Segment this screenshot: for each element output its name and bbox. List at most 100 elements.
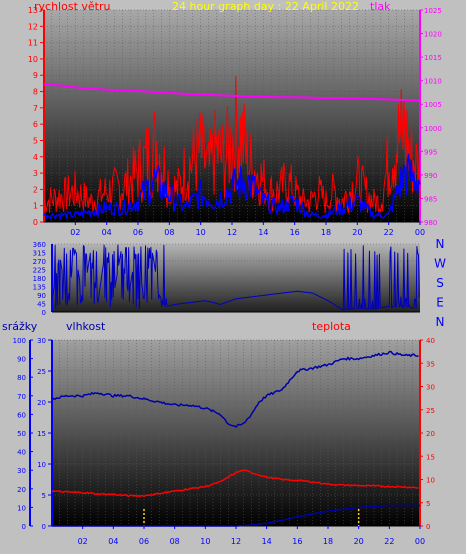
pressure-tick-label: 1025: [424, 7, 442, 15]
rain-tick-label: 0: [22, 523, 26, 531]
rain-tick-label: 40: [17, 449, 26, 457]
wind-tick-label: 1: [33, 202, 38, 211]
wind-title: rychlost větru: [34, 0, 110, 13]
pressure-tick-label: 1005: [424, 101, 442, 109]
humidity-tick-label: 10: [37, 461, 46, 469]
direction-tick-label: 270: [33, 258, 46, 266]
graph-title: 24 hour graph day : 22 April 2022: [172, 0, 359, 13]
rain-title: srážky: [2, 320, 38, 333]
pressure-tick-label: 990: [424, 172, 437, 180]
time-tick-label: 16: [290, 228, 300, 237]
time-tick-label: 00: [415, 228, 425, 237]
pressure-tick-label: 980: [424, 219, 437, 227]
bottom-time-tick-label: 18: [323, 537, 333, 546]
time-tick-label: 12: [227, 228, 237, 237]
time-tick-label: 04: [102, 228, 112, 237]
time-tick-label: 10: [196, 228, 206, 237]
wind-tick-label: 9: [33, 71, 38, 80]
wind-tick-label: 12: [28, 22, 38, 31]
pressure-tick-label: 985: [424, 195, 437, 203]
time-tick-label: 22: [384, 228, 394, 237]
wind-tick-label: 2: [33, 185, 38, 194]
rain-tick-label: 20: [17, 486, 26, 494]
temp-title: teplota: [312, 320, 351, 333]
wind-tick-label: 6: [33, 120, 38, 129]
compass-label: E: [436, 296, 444, 310]
temperature-tick-label: 0: [426, 523, 430, 531]
rain-tick-label: 100: [13, 337, 26, 345]
bottom-time-tick-label: 06: [139, 537, 149, 546]
temperature-tick-label: 10: [426, 477, 435, 485]
temperature-tick-label: 25: [426, 407, 435, 415]
direction-tick-label: 90: [37, 292, 46, 300]
temperature-tick-label: 20: [426, 430, 435, 438]
compass-label: W: [434, 257, 446, 271]
rain-series: [52, 504, 420, 527]
wind-tick-label: 4: [33, 153, 38, 162]
bottom-time-tick-label: 04: [108, 537, 118, 546]
rain-tick-label: 70: [17, 393, 26, 401]
bottom-time-tick-label: 10: [200, 537, 210, 546]
bottom-time-tick-label: 14: [262, 537, 272, 546]
humidity-tick-label: 30: [37, 337, 46, 345]
bottom-time-tick-label: 22: [384, 537, 394, 546]
rain-tick-label: 50: [17, 430, 26, 438]
pressure-series: [43, 83, 421, 102]
time-tick-label: 02: [70, 228, 80, 237]
humidity-tick-label: 5: [42, 492, 46, 500]
temperature-series: [51, 469, 419, 498]
time-tick-label: 18: [321, 228, 331, 237]
humidity-tick-label: 25: [37, 368, 46, 376]
pressure-title: tlak: [370, 0, 391, 13]
direction-tick-label: 225: [33, 267, 46, 275]
time-tick-label: 06: [133, 228, 143, 237]
temperature-tick-label: 35: [426, 360, 435, 368]
temperature-tick-label: 15: [426, 453, 435, 461]
humidity-tick-label: 0: [42, 523, 46, 531]
wind-gust-series: [43, 75, 421, 216]
bottom-time-tick-label: 20: [354, 537, 364, 546]
time-tick-label: 20: [352, 228, 362, 237]
compass-label: S: [436, 276, 444, 290]
pressure-tick-label: 995: [424, 148, 437, 156]
humidity-tick-label: 20: [37, 399, 46, 407]
humidity-tick-label: 15: [37, 430, 46, 438]
humidity-series: [51, 350, 419, 428]
wind-tick-label: 5: [33, 136, 38, 145]
temperature-tick-label: 40: [426, 337, 435, 345]
wind-tick-label: 7: [33, 104, 38, 113]
direction-tick-label: 360: [33, 241, 46, 249]
temperature-tick-label: 30: [426, 384, 435, 392]
wind-tick-label: 8: [33, 88, 38, 97]
direction-series: [51, 244, 420, 311]
direction-tick-label: 315: [33, 250, 46, 258]
time-tick-label: 08: [164, 228, 174, 237]
rain-tick-label: 90: [17, 356, 26, 364]
direction-tick-label: 0: [42, 309, 46, 317]
pressure-tick-label: 1000: [424, 125, 442, 133]
rain-tick-label: 30: [17, 467, 26, 475]
wind-tick-label: 0: [33, 218, 38, 227]
compass-label: N: [436, 237, 445, 251]
rain-tick-label: 60: [17, 411, 26, 419]
wind-tick-label: 11: [28, 39, 38, 48]
bottom-time-tick-label: 02: [78, 537, 88, 546]
wind-average-series: [43, 153, 421, 220]
wind-tick-label: 13: [28, 6, 38, 15]
bottom-time-tick-label: 16: [292, 537, 302, 546]
direction-tick-label: 135: [33, 284, 46, 292]
bottom-time-tick-label: 00: [415, 537, 425, 546]
pressure-tick-label: 1015: [424, 54, 442, 62]
bottom-time-tick-label: 12: [231, 537, 241, 546]
rain-tick-label: 80: [17, 374, 26, 382]
rain-tick-label: 10: [17, 504, 26, 512]
direction-tick-label: 45: [37, 301, 46, 309]
humidity-title: vlhkost: [66, 320, 106, 333]
wind-tick-label: 10: [28, 55, 38, 64]
pressure-tick-label: 1020: [424, 31, 442, 39]
bottom-time-tick-label: 08: [170, 537, 180, 546]
temperature-tick-label: 5: [426, 500, 430, 508]
wind-tick-label: 3: [33, 169, 38, 178]
